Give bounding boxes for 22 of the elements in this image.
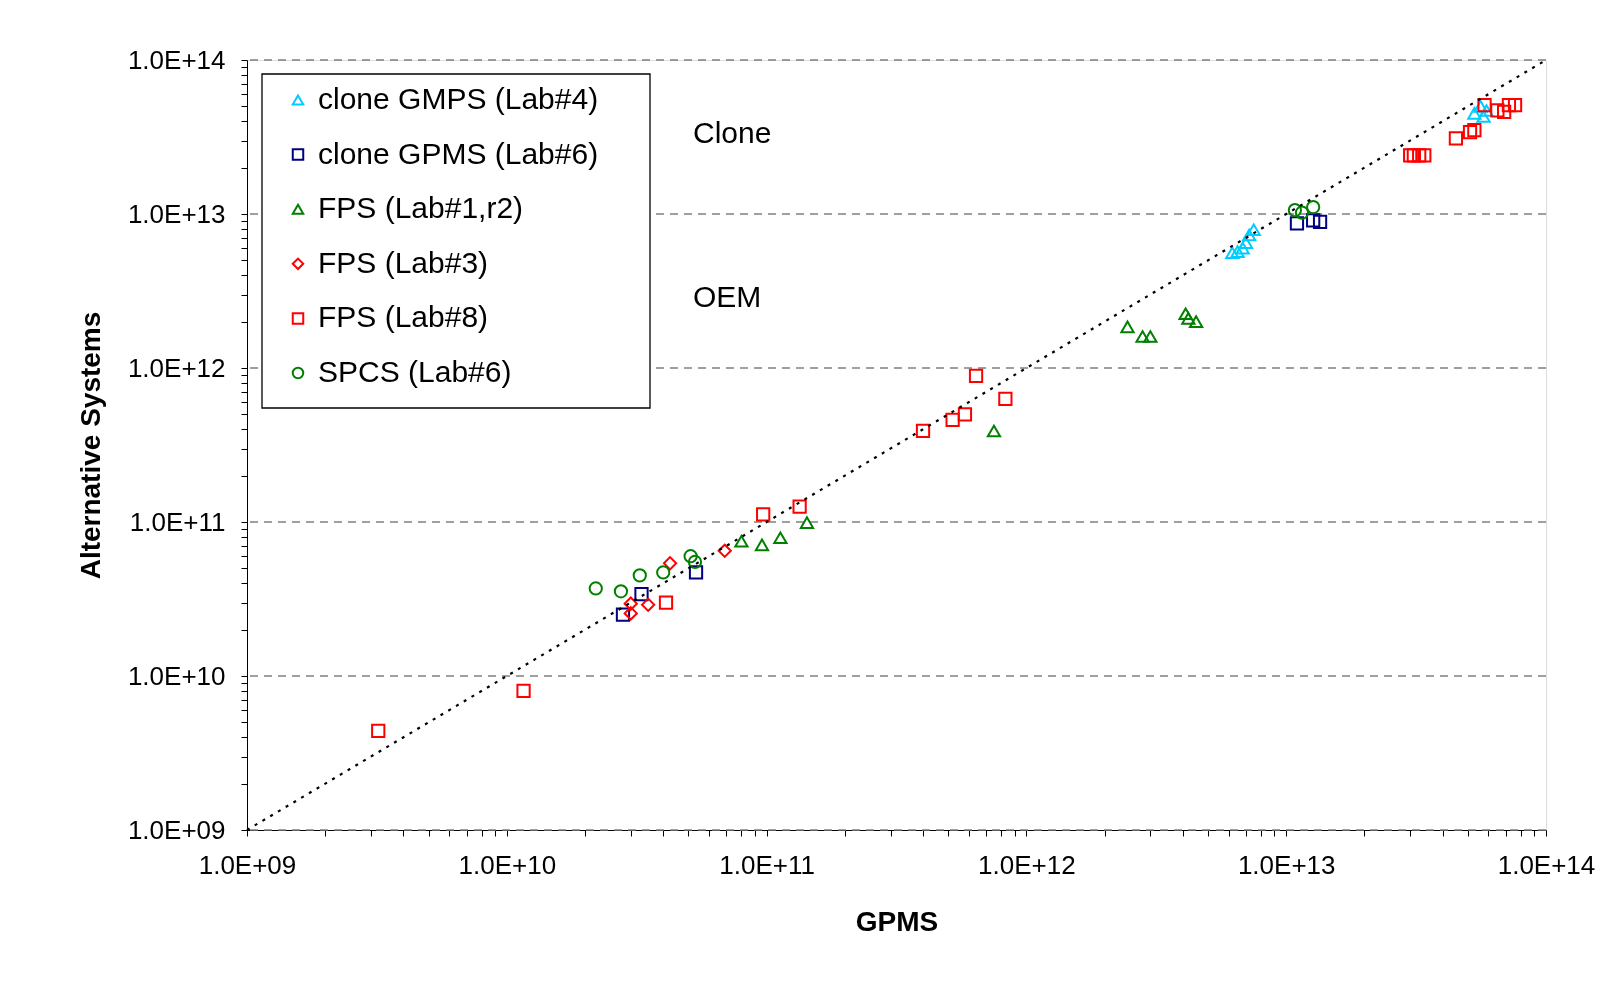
- legend-label: FPS (Lab#3): [318, 245, 489, 279]
- legend-label: SPCS (Lab#6): [318, 355, 512, 388]
- y-axis-title: Alternative Systems: [74, 311, 106, 580]
- annotation: Clone: [693, 115, 772, 149]
- legend-label: clone GMPS (Lab#4): [318, 82, 599, 115]
- y-tick-label: 1.0E+10: [127, 660, 226, 691]
- x-tick-label: 1.0E+12: [978, 849, 1076, 880]
- y-tick-label: 1.0E+11: [129, 506, 226, 537]
- legend-label: clone GPMS (Lab#6): [318, 136, 599, 170]
- legend-label: FPS (Lab#8): [318, 300, 489, 334]
- y-tick-label: 1.0E+09: [127, 814, 226, 845]
- x-tick-label: 1.0E+10: [458, 849, 557, 880]
- x-tick-label: 1.0E+11: [719, 849, 815, 880]
- x-tick-label: 1.0E+09: [198, 849, 297, 880]
- x-axis-title: GPMS: [855, 905, 939, 937]
- annotation: OEM: [693, 279, 762, 313]
- x-tick-label: 1.0E+14: [1497, 849, 1596, 880]
- y-tick-label: 1.0E+14: [127, 44, 226, 75]
- legend-label: FPS (Lab#1,r2): [318, 191, 524, 225]
- y-tick-label: 1.0E+12: [127, 352, 226, 383]
- y-tick-label: 1.0E+13: [127, 198, 226, 229]
- x-tick-label: 1.0E+13: [1237, 849, 1336, 880]
